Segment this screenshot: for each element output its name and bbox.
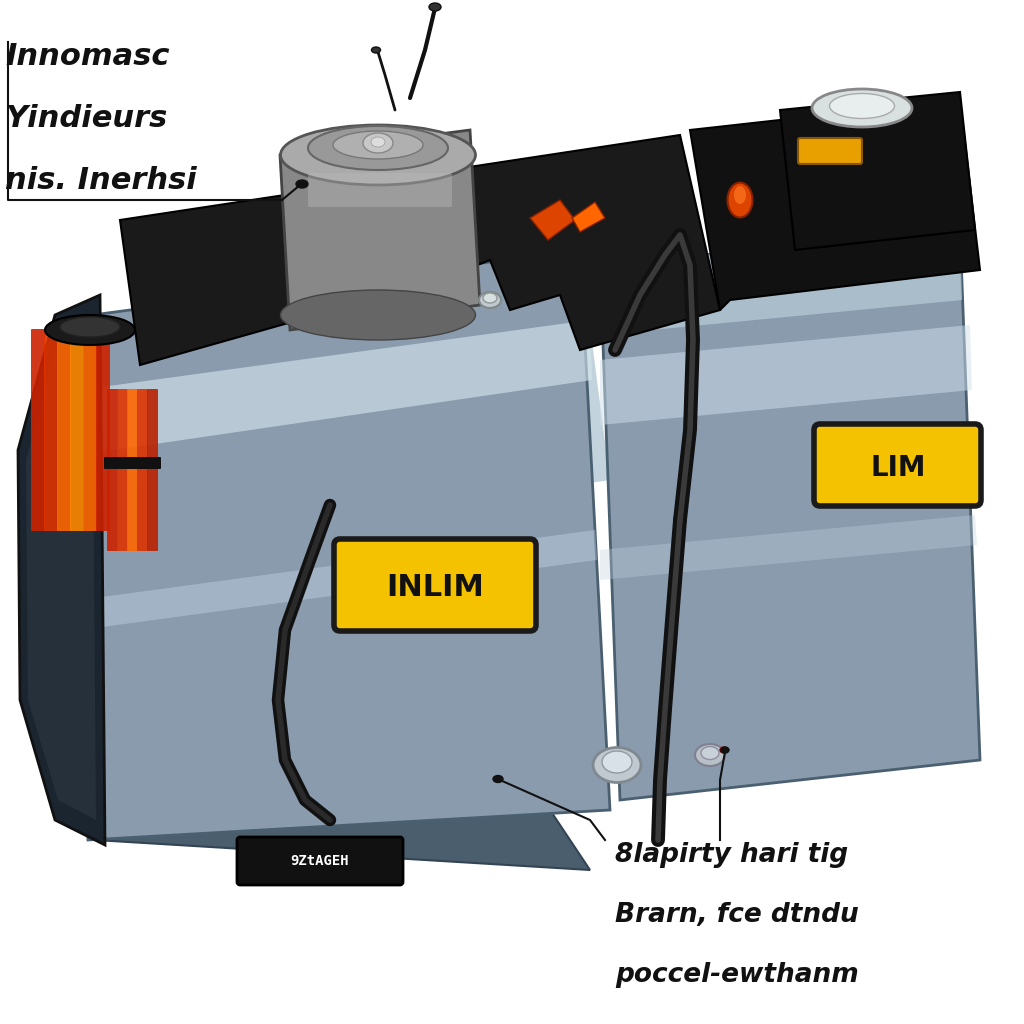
Ellipse shape <box>45 315 135 345</box>
Ellipse shape <box>483 293 497 303</box>
Ellipse shape <box>371 137 385 147</box>
Polygon shape <box>690 100 980 310</box>
Ellipse shape <box>308 126 449 170</box>
Text: LIM: LIM <box>870 454 926 482</box>
Ellipse shape <box>734 186 746 204</box>
Ellipse shape <box>593 748 641 782</box>
Ellipse shape <box>296 180 308 188</box>
FancyBboxPatch shape <box>44 329 58 531</box>
FancyBboxPatch shape <box>117 389 128 551</box>
Polygon shape <box>530 200 575 240</box>
FancyBboxPatch shape <box>31 329 45 531</box>
FancyBboxPatch shape <box>127 389 138 551</box>
Polygon shape <box>80 319 592 455</box>
Polygon shape <box>600 230 980 800</box>
Ellipse shape <box>60 317 120 337</box>
Polygon shape <box>780 92 975 250</box>
FancyBboxPatch shape <box>308 173 452 207</box>
Text: Yindieurs: Yindieurs <box>5 104 167 133</box>
Ellipse shape <box>429 3 441 11</box>
Text: Innomasc: Innomasc <box>5 42 170 71</box>
FancyBboxPatch shape <box>798 138 862 164</box>
Polygon shape <box>18 295 105 845</box>
Ellipse shape <box>695 744 725 766</box>
Ellipse shape <box>281 290 475 340</box>
FancyBboxPatch shape <box>96 329 110 531</box>
Polygon shape <box>60 250 610 560</box>
FancyBboxPatch shape <box>814 424 981 506</box>
Text: 8lapirty hari tig: 8lapirty hari tig <box>615 842 848 868</box>
Polygon shape <box>26 322 96 820</box>
Text: INLIM: INLIM <box>386 573 484 602</box>
FancyBboxPatch shape <box>334 539 536 631</box>
Ellipse shape <box>602 751 632 773</box>
Ellipse shape <box>372 47 381 53</box>
Ellipse shape <box>479 292 501 308</box>
FancyBboxPatch shape <box>57 329 71 531</box>
Ellipse shape <box>727 182 753 217</box>
Text: 9ZtAGEH: 9ZtAGEH <box>291 854 349 868</box>
Ellipse shape <box>333 131 423 159</box>
Ellipse shape <box>493 775 503 782</box>
FancyBboxPatch shape <box>104 457 161 469</box>
FancyBboxPatch shape <box>147 389 158 551</box>
FancyBboxPatch shape <box>137 389 148 551</box>
Polygon shape <box>600 230 962 335</box>
Polygon shape <box>80 530 597 630</box>
FancyBboxPatch shape <box>70 329 84 531</box>
Text: nis. Inerhsi: nis. Inerhsi <box>5 166 197 195</box>
FancyBboxPatch shape <box>106 389 118 551</box>
Polygon shape <box>280 130 480 330</box>
Polygon shape <box>600 515 977 580</box>
Ellipse shape <box>701 746 719 760</box>
Text: Brarn, fce dtndu: Brarn, fce dtndu <box>615 902 859 928</box>
Polygon shape <box>60 780 590 870</box>
Ellipse shape <box>720 746 728 753</box>
Ellipse shape <box>721 746 729 753</box>
Text: poccel-ewthanm: poccel-ewthanm <box>615 962 859 988</box>
Ellipse shape <box>362 133 393 153</box>
Polygon shape <box>572 202 605 232</box>
FancyBboxPatch shape <box>83 329 97 531</box>
Ellipse shape <box>812 89 912 127</box>
Ellipse shape <box>281 125 475 185</box>
Polygon shape <box>600 325 972 425</box>
Polygon shape <box>55 250 610 840</box>
FancyBboxPatch shape <box>237 837 403 885</box>
Polygon shape <box>120 135 720 365</box>
Ellipse shape <box>829 93 895 119</box>
